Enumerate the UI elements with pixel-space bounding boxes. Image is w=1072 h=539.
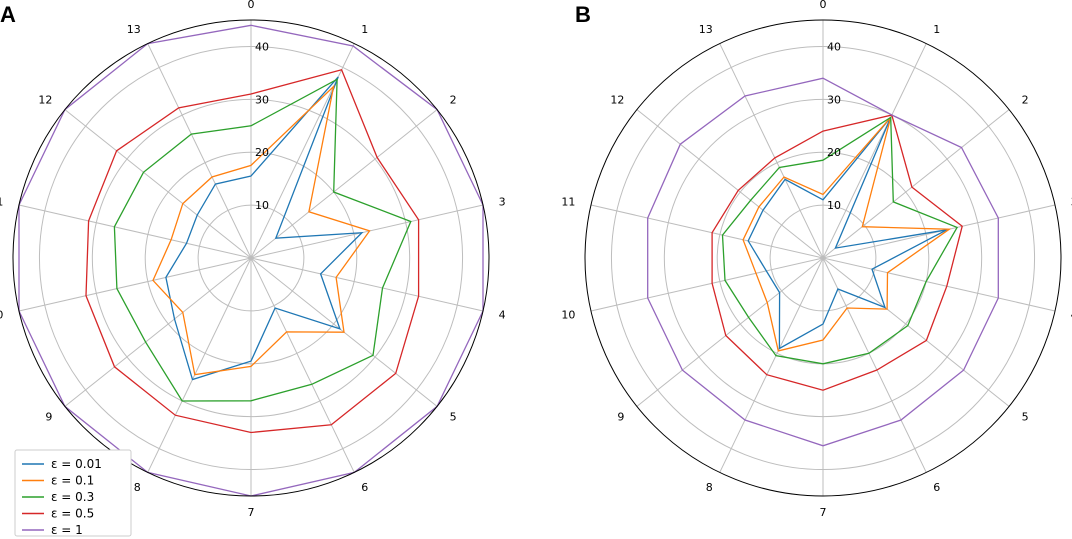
category-label: 11	[561, 196, 575, 209]
grid-spoke-9	[636, 257, 824, 407]
category-label: 12	[38, 94, 52, 107]
category-label: 12	[610, 94, 624, 107]
grid-spoke-10	[18, 257, 252, 312]
grid-spoke-6	[822, 257, 927, 473]
category-label: 2	[450, 94, 457, 107]
grid-spoke-8	[147, 257, 252, 473]
category-label: 8	[134, 481, 141, 494]
category-label: 1	[933, 23, 940, 36]
radar-panel-b: B 10203040012345678910111213	[561, 0, 1072, 519]
grid-spoke-4	[822, 257, 1056, 312]
category-label: 6	[933, 481, 940, 494]
grid-spoke-2	[822, 109, 1010, 259]
grid-spoke-6	[250, 257, 355, 473]
category-label: 3	[499, 196, 506, 209]
r-tick-label: 20	[255, 146, 269, 159]
legend-item-label: ε = 0.1	[51, 474, 94, 488]
category-label: 2	[1022, 94, 1029, 107]
r-tick-label: 10	[827, 199, 841, 212]
category-label: 5	[1022, 410, 1029, 423]
category-label: 3	[1071, 196, 1072, 209]
legend-box	[14, 449, 132, 537]
category-label: 13	[699, 23, 713, 36]
r-tick-label: 40	[827, 40, 841, 53]
series-line-a-3	[85, 69, 420, 434]
category-label: 10	[0, 309, 3, 322]
series-line-a-2	[113, 78, 412, 402]
category-label: 0	[248, 0, 255, 11]
series-line-b-0	[747, 116, 948, 350]
grid-spoke-10	[590, 257, 824, 312]
grid-spoke-5	[822, 257, 1010, 407]
category-label: 0	[820, 0, 827, 11]
grid-spoke-3	[250, 204, 484, 259]
radar-panel-a: A 10203040012345678910111213	[0, 0, 506, 519]
category-label: 13	[127, 23, 141, 36]
legend: ε = 0.01 ε = 0.1 ε = 0.3 ε = 0.5 ε = 1	[14, 449, 132, 537]
series-line-b-1	[742, 116, 952, 352]
category-label: 10	[561, 309, 575, 322]
grid-spoke-12	[64, 109, 252, 259]
r-tick-label: 10	[255, 199, 269, 212]
legend-item-label: ε = 0.01	[51, 457, 102, 471]
r-tick-label: 30	[827, 93, 841, 106]
legend-item-label: ε = 0.3	[51, 490, 94, 504]
legend-item-label: ε = 1	[51, 523, 83, 537]
category-label: 4	[1071, 309, 1072, 322]
grid-spoke-13	[147, 43, 252, 259]
grid-spoke-1	[822, 43, 927, 259]
panel-label-a: A	[0, 2, 16, 27]
r-tick-label: 30	[255, 93, 269, 106]
grid-spoke-4	[250, 257, 484, 312]
category-label: 7	[820, 506, 827, 519]
series-line-a-0	[165, 76, 364, 381]
legend-item-label: ε = 0.5	[51, 507, 94, 521]
category-label: 5	[450, 410, 457, 423]
r-tick-label: 40	[255, 40, 269, 53]
category-label: 4	[499, 309, 506, 322]
category-label: 1	[361, 23, 368, 36]
category-label: 8	[706, 481, 713, 494]
category-label: 11	[0, 196, 3, 209]
polar-frame	[584, 19, 1062, 497]
series-line-b-3	[711, 114, 963, 391]
grid-spoke-9	[64, 257, 252, 407]
category-label: 7	[248, 506, 255, 519]
grid-spoke-13	[719, 43, 824, 259]
r-tick-label: 20	[827, 146, 841, 159]
series-line-a-1	[152, 84, 371, 376]
series-line-b-4	[647, 77, 999, 447]
grid-spoke-11	[590, 204, 824, 259]
panel-label-b: B	[575, 2, 591, 27]
category-label: 9	[617, 410, 624, 423]
grid-spoke-12	[636, 109, 824, 259]
category-label: 6	[361, 481, 368, 494]
category-label: 9	[45, 410, 52, 423]
grid-spoke-11	[18, 204, 252, 259]
grid-spoke-2	[250, 109, 438, 259]
polar-frame	[12, 19, 490, 497]
grid-spoke-8	[719, 257, 824, 473]
series-line-b-2	[721, 116, 959, 365]
